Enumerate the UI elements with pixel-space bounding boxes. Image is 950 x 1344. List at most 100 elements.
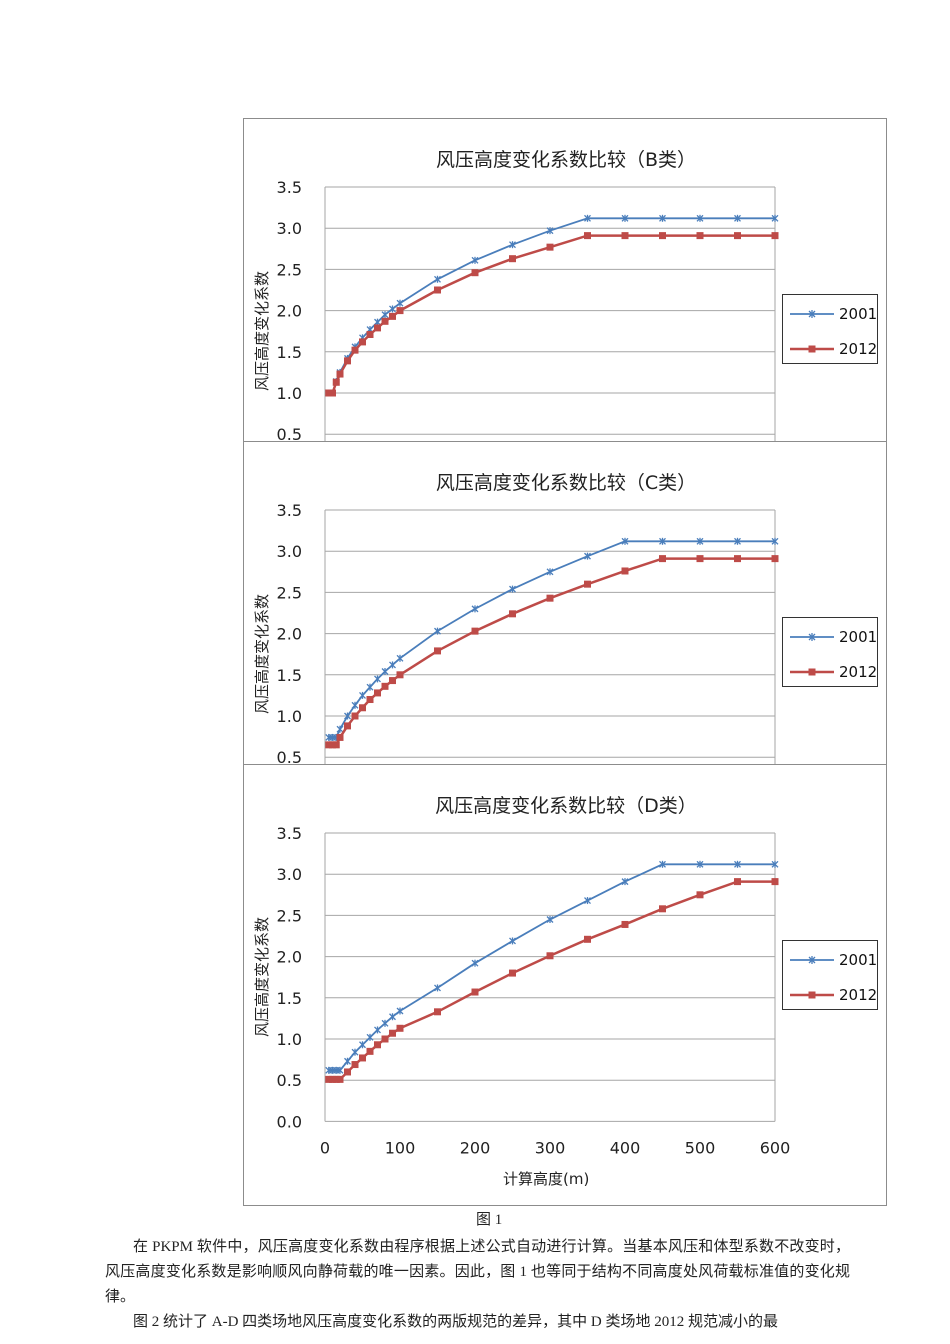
data-point-2012: [396, 671, 404, 679]
data-point-2001: [734, 860, 741, 868]
y-tick-label: 3.0: [277, 865, 302, 884]
data-point-2012: [344, 357, 351, 365]
data-point-2001: [359, 691, 366, 699]
data-point-2001: [396, 299, 404, 307]
data-point-2012: [351, 712, 359, 720]
data-point-2001: [509, 937, 516, 945]
data-point-2012: [389, 677, 396, 685]
y-tick-label: 2.5: [277, 906, 302, 925]
data-point-2012: [329, 741, 336, 749]
y-tick-label: 2.0: [277, 948, 302, 967]
legend-label: 2012: [839, 340, 878, 358]
data-point-2012: [389, 312, 396, 320]
data-point-2001: [351, 701, 359, 709]
x-tick-label: 600: [760, 1138, 791, 1157]
legend-label: 2012: [839, 663, 878, 681]
data-point-2001: [734, 537, 741, 545]
data-point-2001: [434, 275, 441, 283]
data-point-2012: [366, 330, 374, 338]
data-point-2001: [621, 214, 629, 222]
data-point-2012: [344, 722, 351, 730]
data-point-2001: [584, 552, 591, 560]
data-point-2012: [396, 307, 404, 315]
data-point-2001: [621, 537, 629, 545]
y-tick-label: 2.5: [277, 583, 302, 602]
data-point-2001: [374, 675, 381, 683]
data-point-2012: [434, 647, 441, 655]
legend-item-2001: 2001: [789, 627, 877, 647]
x-axis-title: 计算高度(m): [503, 1170, 590, 1188]
data-point-2012: [771, 878, 779, 886]
data-point-2001: [509, 241, 516, 249]
data-point-2012: [546, 243, 554, 251]
data-point-2012: [734, 555, 741, 563]
data-point-2001: [771, 214, 779, 222]
data-point-2001: [344, 712, 351, 720]
y-tick-label: 2.0: [277, 625, 302, 644]
data-point-2012: [374, 689, 381, 697]
x-tick-label: 0: [320, 1138, 330, 1157]
chart-c: 0.5 1.0 1.5 2.0 2.5 3.0 3.5 风压高度变化系数比较（C类） 风压高度变…: [243, 441, 887, 765]
data-point-2012: [621, 920, 629, 928]
data-point-2001: [389, 661, 396, 669]
data-point-2001: [471, 605, 479, 613]
data-point-2001: [336, 1066, 344, 1074]
data-point-2001: [509, 585, 516, 593]
legend-swatch: [790, 633, 834, 641]
chart-title: 风压高度变化系数比较（B类）: [435, 149, 697, 171]
data-point-2001: [336, 725, 344, 733]
y-axis-title: 风压高度变化系数: [253, 271, 271, 392]
data-point-2001: [359, 1041, 366, 1049]
data-point-2012: [351, 1061, 359, 1069]
data-point-2001: [584, 214, 591, 222]
data-point-2012: [546, 594, 554, 602]
data-point-2012: [359, 338, 366, 346]
y-tick-label: 3.5: [277, 501, 302, 520]
y-tick-label: 1.0: [277, 384, 302, 403]
y-tick-label: 0.5: [277, 1071, 302, 1090]
data-point-2012: [434, 286, 441, 294]
y-tick-label: 3.5: [277, 178, 302, 197]
y-tick-label: 2.0: [277, 302, 302, 321]
data-point-2001: [381, 668, 389, 676]
data-point-2001: [366, 683, 374, 691]
legend-item-2012: 2012: [789, 662, 877, 682]
x-tick-label: 300: [535, 1138, 566, 1157]
legend-swatch: [790, 668, 834, 676]
data-point-2012: [659, 555, 666, 563]
data-point-2001: [366, 1033, 374, 1041]
data-point-2001: [434, 984, 441, 992]
data-point-2012: [329, 1075, 336, 1083]
chart-svg: 0.5 1.0 1.5 2.0 2.5 3.0 3.5: [277, 178, 779, 441]
data-point-2012: [434, 1008, 441, 1016]
series-line-2001: [328, 863, 775, 1072]
data-point-2012: [584, 580, 591, 588]
legend-label: 2001: [839, 628, 878, 646]
data-point-2012: [359, 704, 366, 712]
chart-svg: 0.5 1.0 1.5 2.0 2.5 3.0 3.5: [277, 501, 779, 764]
legend-label: 2001: [839, 951, 878, 969]
data-point-2012: [659, 232, 666, 240]
data-point-2012: [381, 317, 389, 325]
data-point-2001: [381, 1019, 389, 1027]
data-point-2012: [696, 891, 704, 899]
y-tick-label: 3.0: [277, 219, 302, 238]
data-point-2001: [771, 860, 779, 868]
data-point-2012: [344, 1068, 351, 1076]
legend: 2001 2012: [782, 617, 878, 687]
chart-b: 0.5 1.0 1.5 2.0 2.5 3.0 3.5 风压高度变化系数比较（B类） 风压高度变…: [243, 118, 887, 442]
data-point-2012: [471, 627, 479, 635]
data-point-2012: [621, 232, 629, 240]
data-point-2001: [546, 227, 554, 235]
paragraph-1: 在 PKPM 软件中，风压高度变化系数由程序根据上述公式自动进行计算。当基本风压…: [105, 1239, 850, 1305]
legend-swatch: [790, 310, 834, 318]
data-point-2012: [336, 733, 344, 741]
legend-item-2012: 2012: [789, 985, 877, 1005]
data-point-2001: [621, 878, 629, 886]
legend: 2001 2012: [782, 940, 878, 1010]
data-point-2012: [396, 1024, 404, 1032]
data-point-2012: [509, 969, 516, 977]
series-line-2012: [328, 557, 775, 747]
data-point-2001: [696, 860, 704, 868]
data-point-2001: [696, 537, 704, 545]
